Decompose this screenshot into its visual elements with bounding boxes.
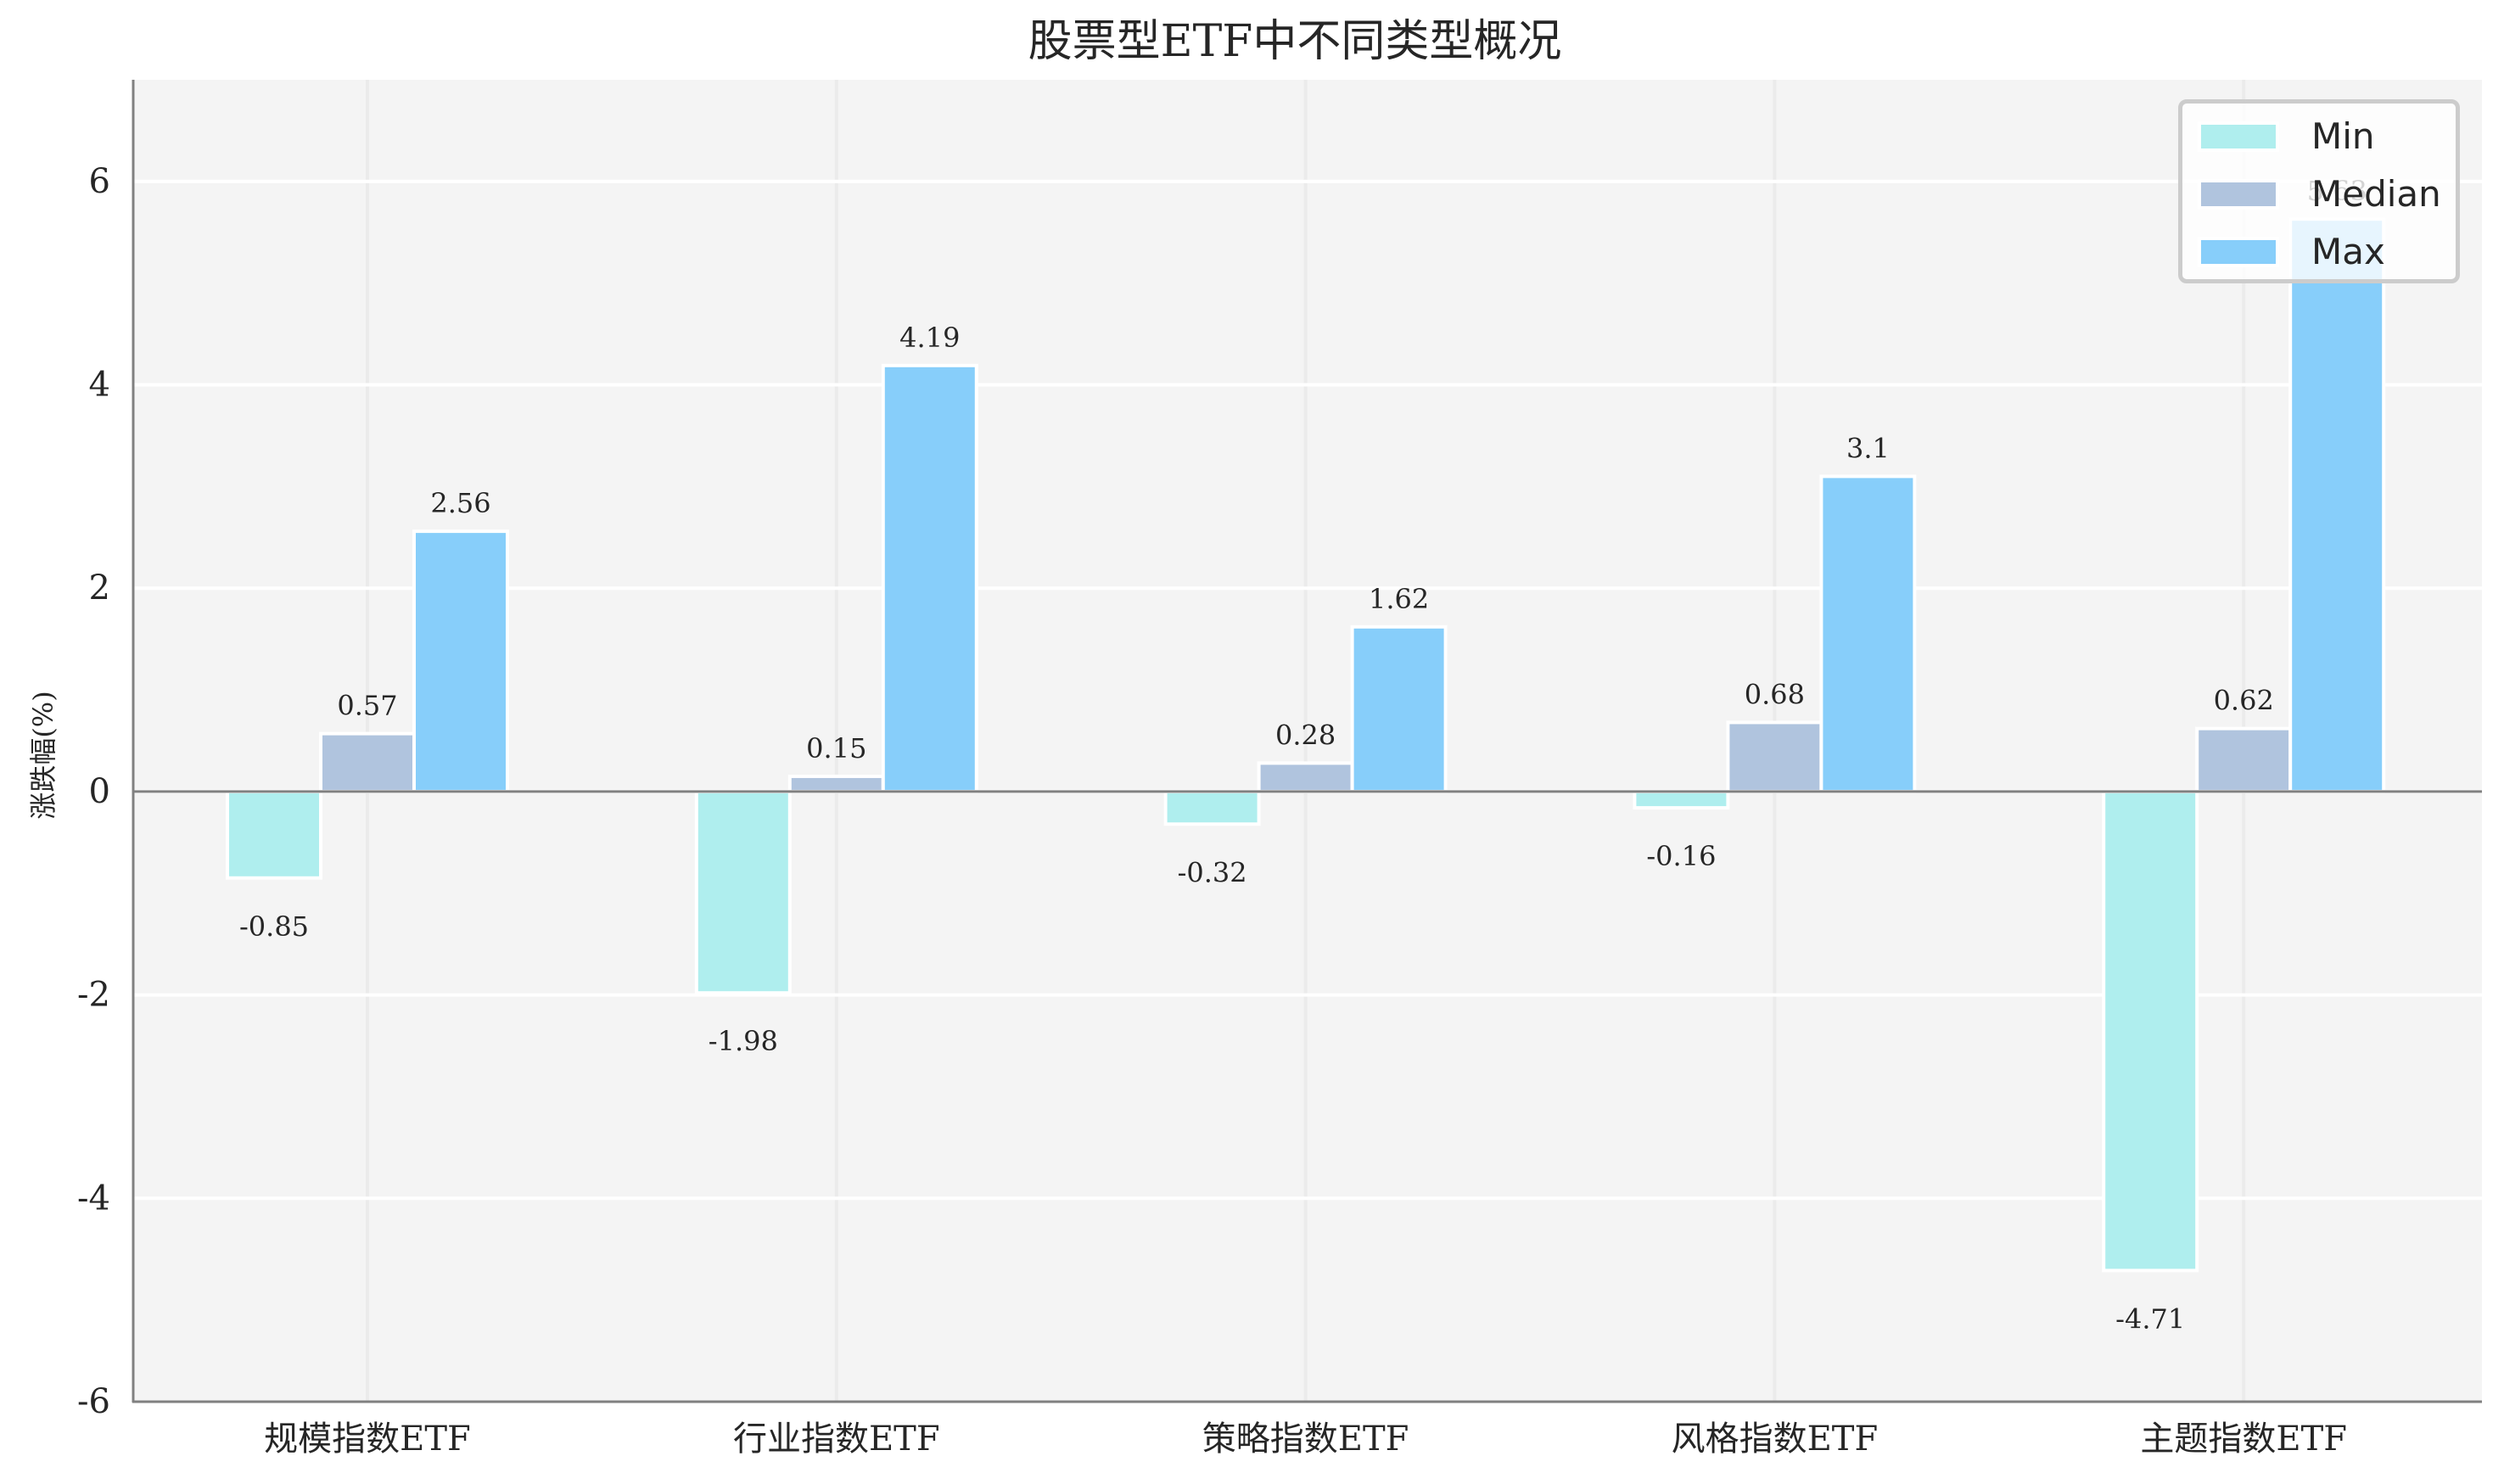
x-tick-label: 策略指数ETF bbox=[1202, 1420, 1409, 1459]
bar-min bbox=[694, 789, 792, 995]
legend-swatch-max bbox=[2198, 237, 2279, 267]
legend-label: Median bbox=[2311, 173, 2441, 215]
bars bbox=[226, 217, 2386, 1273]
y-tick-label: -2 bbox=[77, 976, 110, 1015]
legend: Min Median Max bbox=[2178, 99, 2460, 283]
y-axis-ticks: -6 -4 -2 0 2 4 6 bbox=[77, 162, 110, 1421]
y-axis-label: 涨跌幅(%) bbox=[27, 691, 59, 819]
bar-min bbox=[1633, 789, 1730, 810]
legend-item-median: Median bbox=[2198, 173, 2441, 215]
bar-min bbox=[1163, 789, 1261, 826]
bar-max bbox=[1819, 474, 1917, 793]
chart-title: 股票型ETF中不同类型概况 bbox=[1028, 16, 1562, 67]
bar-value-label: 0.57 bbox=[337, 690, 397, 722]
y-tick-label: -4 bbox=[77, 1179, 110, 1218]
bar-value-label: 0.28 bbox=[1275, 719, 1336, 751]
bar-median bbox=[1726, 720, 1823, 793]
y-tick-label: 0 bbox=[89, 772, 110, 811]
bar-median bbox=[787, 774, 885, 793]
bar-value-label: 0.68 bbox=[1745, 678, 1805, 710]
bar-min bbox=[226, 789, 322, 880]
y-tick-label: 4 bbox=[89, 366, 110, 405]
x-tick-label: 风格指数ETF bbox=[1672, 1420, 1879, 1459]
y-tick-label: 2 bbox=[89, 568, 110, 608]
legend-label: Max bbox=[2311, 231, 2385, 272]
bar-max bbox=[412, 529, 509, 793]
bar-value-label: 1.62 bbox=[1369, 583, 1429, 615]
x-tick-label: 主题指数ETF bbox=[2140, 1420, 2347, 1459]
bar-value-label: 2.56 bbox=[430, 487, 490, 519]
bar-value-label: 0.15 bbox=[806, 732, 866, 764]
bar-value-label: -0.85 bbox=[239, 910, 309, 943]
bar-value-label: 0.62 bbox=[2214, 685, 2274, 717]
bar-max bbox=[881, 363, 978, 793]
legend-item-max: Max bbox=[2198, 231, 2385, 272]
x-tick-label: 行业指数ETF bbox=[733, 1420, 940, 1459]
y-tick-label: -6 bbox=[77, 1382, 110, 1421]
bar-value-label: -0.16 bbox=[1646, 840, 1716, 872]
bar-value-label: 3.1 bbox=[1846, 432, 1890, 464]
bar-value-label: -4.71 bbox=[2115, 1302, 2185, 1335]
bar-min bbox=[2102, 789, 2199, 1273]
y-tick-label: 6 bbox=[89, 162, 110, 201]
plot-area bbox=[133, 80, 2482, 1402]
legend-item-min: Min bbox=[2198, 115, 2375, 157]
bar-value-label: -1.98 bbox=[709, 1025, 778, 1057]
bar-value-label: 4.19 bbox=[899, 322, 960, 354]
bar-median bbox=[319, 731, 416, 793]
legend-swatch-median bbox=[2198, 179, 2279, 210]
bar-max bbox=[1350, 624, 1448, 793]
x-axis-ticks: 规模指数ETF 行业指数ETF 策略指数ETF 风格指数ETF 主题指数ETF bbox=[264, 1420, 2347, 1459]
bar-value-label: -0.32 bbox=[1178, 856, 1247, 888]
x-tick-label: 规模指数ETF bbox=[264, 1420, 471, 1459]
bar-median bbox=[2195, 726, 2293, 793]
bar-max bbox=[2288, 217, 2386, 793]
legend-label: Min bbox=[2311, 115, 2375, 157]
bar-median bbox=[1257, 761, 1354, 793]
legend-swatch-min bbox=[2198, 121, 2279, 152]
